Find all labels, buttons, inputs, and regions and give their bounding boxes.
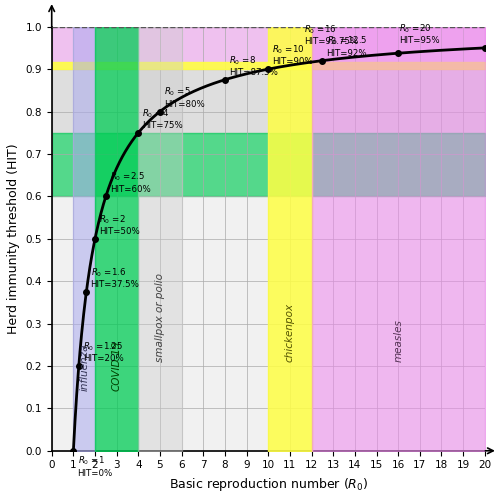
Text: $R_0$ =8
HIT=87.5%: $R_0$ =8 HIT=87.5% xyxy=(229,54,278,77)
Text: $R_0$ =16
HIT=93.75%: $R_0$ =16 HIT=93.75% xyxy=(304,24,358,46)
Text: $R_0$ =5
HIT=80%: $R_0$ =5 HIT=80% xyxy=(164,86,205,108)
Text: measles: measles xyxy=(393,319,403,362)
Text: smallpox or polio: smallpox or polio xyxy=(155,272,165,362)
Text: $R_0$ =4
HIT=75%: $R_0$ =4 HIT=75% xyxy=(142,107,183,130)
Text: influenza: influenza xyxy=(79,344,89,392)
Text: chickenpox: chickenpox xyxy=(285,302,295,362)
Text: $R_0$ =10
HIT=90%: $R_0$ =10 HIT=90% xyxy=(272,44,313,66)
Text: $R_0$ =1
HIT=0%: $R_0$ =1 HIT=0% xyxy=(78,455,113,478)
X-axis label: Basic reproduction number ($R_0$): Basic reproduction number ($R_0$) xyxy=(168,476,368,493)
Text: $R_0$ =20
HIT=95%: $R_0$ =20 HIT=95% xyxy=(398,22,440,45)
Text: $R_0$ =1.6
HIT=37.5%: $R_0$ =1.6 HIT=37.5% xyxy=(90,266,140,289)
Text: $R_0$ =12.5
HIT=92%: $R_0$ =12.5 HIT=92% xyxy=(326,35,367,58)
Text: $R_0$ =1.25
HIT=20%: $R_0$ =1.25 HIT=20% xyxy=(83,340,124,363)
Y-axis label: Herd immunity threshold (HIT): Herd immunity threshold (HIT) xyxy=(7,144,20,334)
Text: $R_0$ =2.5
HIT=60%: $R_0$ =2.5 HIT=60% xyxy=(110,170,151,194)
Text: COVID-19: COVID-19 xyxy=(112,341,122,392)
Text: $R_0$ =2
HIT=50%: $R_0$ =2 HIT=50% xyxy=(99,213,140,236)
